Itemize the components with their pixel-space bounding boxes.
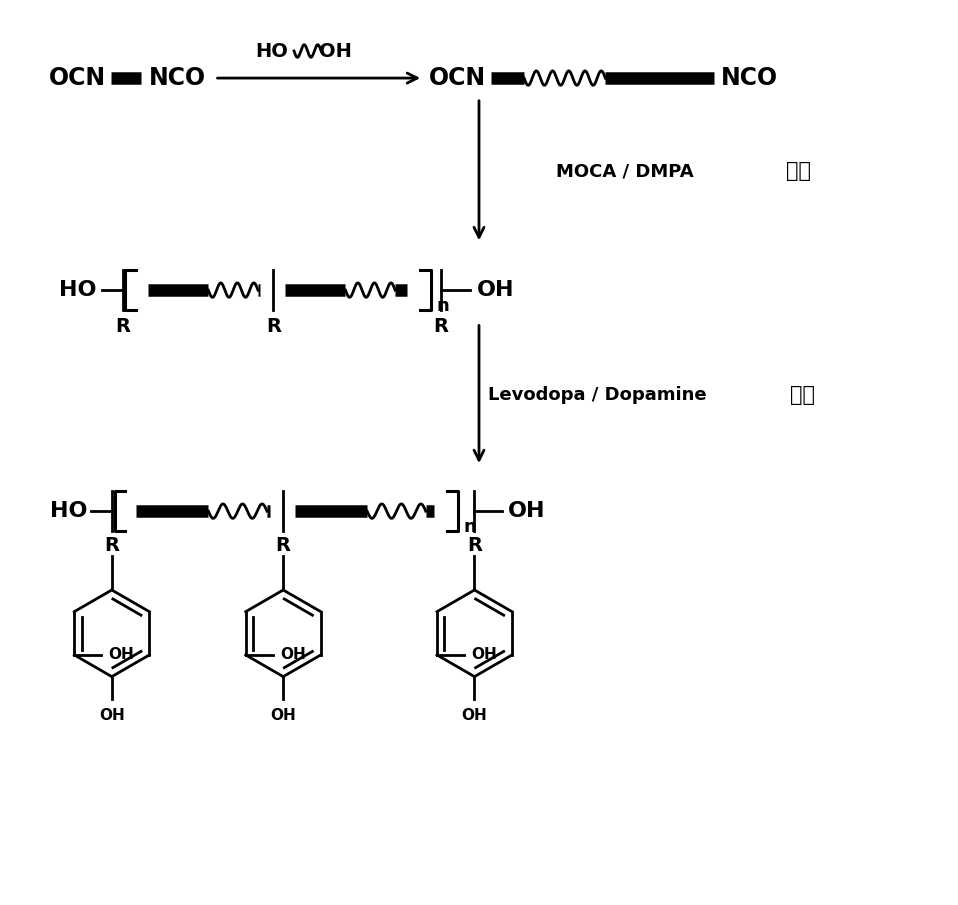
Text: HO: HO — [50, 501, 87, 521]
Text: OH: OH — [108, 647, 134, 662]
Text: R: R — [265, 317, 281, 336]
Text: OCN: OCN — [49, 66, 106, 90]
Text: OCN: OCN — [429, 66, 486, 90]
Text: n: n — [464, 519, 476, 537]
Text: HO: HO — [58, 281, 96, 300]
Text: 扩链: 扩链 — [786, 161, 810, 181]
Text: OH: OH — [99, 708, 125, 723]
Text: OH: OH — [462, 708, 488, 723]
Text: 偶联: 偶联 — [790, 385, 815, 405]
Text: OH: OH — [471, 647, 497, 662]
Text: OH: OH — [270, 708, 296, 723]
Text: OH: OH — [319, 42, 352, 61]
Text: R: R — [434, 317, 448, 336]
Text: HO: HO — [255, 42, 288, 61]
Text: Levodopa / Dopamine: Levodopa / Dopamine — [488, 386, 707, 404]
Text: NCO: NCO — [721, 66, 778, 90]
Text: NCO: NCO — [149, 66, 206, 90]
Text: R: R — [115, 317, 130, 336]
Text: OH: OH — [476, 281, 514, 300]
Text: n: n — [437, 298, 449, 315]
Text: R: R — [467, 536, 482, 555]
Text: MOCA / DMPA: MOCA / DMPA — [556, 162, 694, 180]
Text: R: R — [104, 536, 120, 555]
Text: OH: OH — [508, 501, 545, 521]
Text: OH: OH — [280, 647, 306, 662]
Text: R: R — [276, 536, 290, 555]
